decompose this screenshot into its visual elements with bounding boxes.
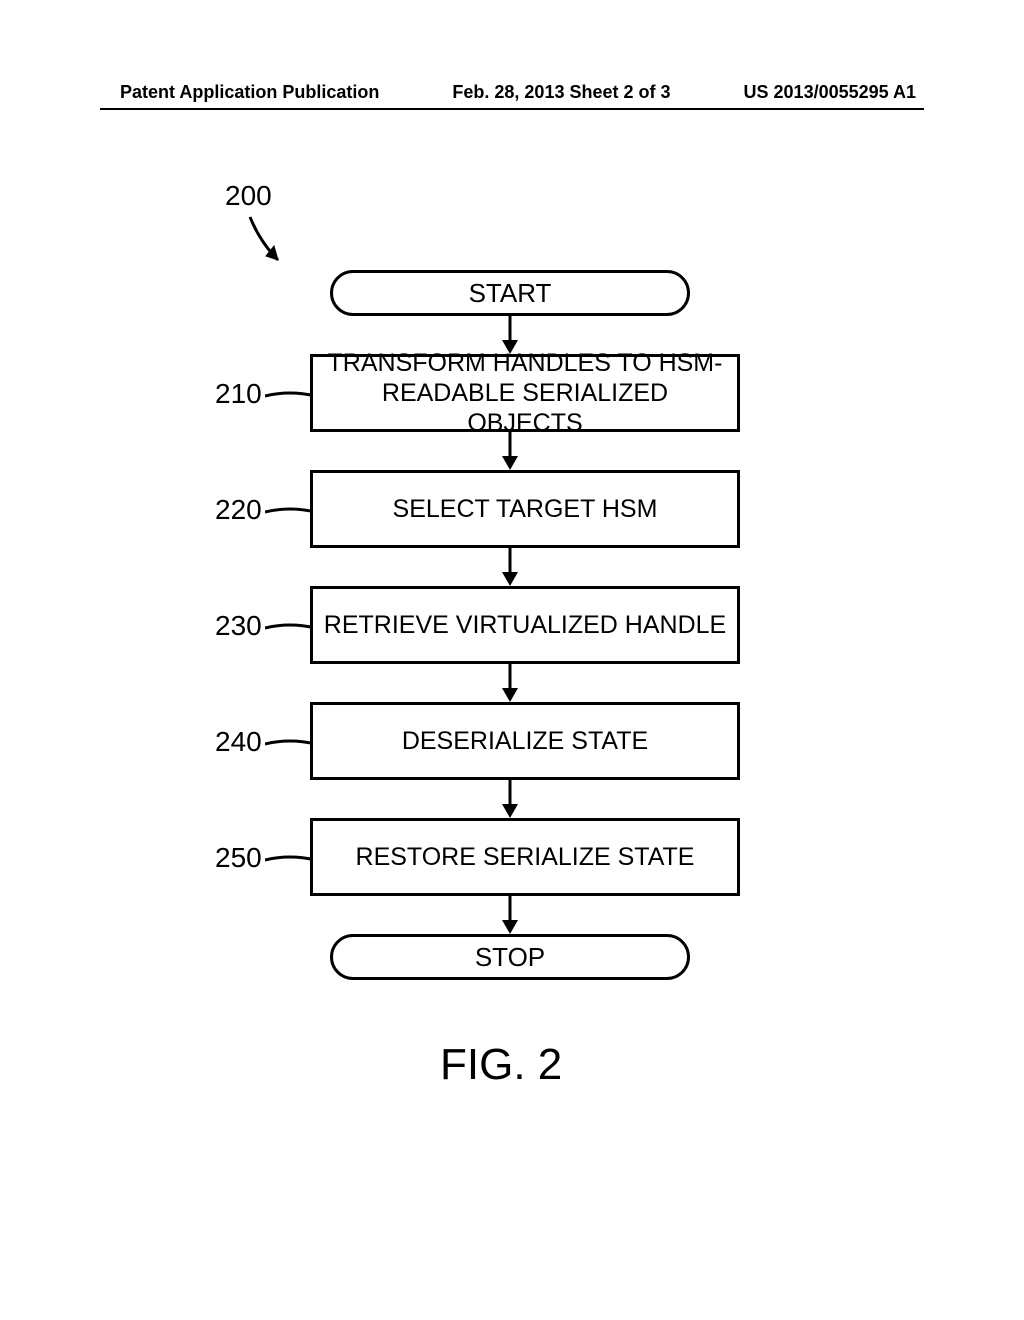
- leader-220: [265, 506, 315, 518]
- ref-230-label: 230: [215, 610, 262, 642]
- stop-label: STOP: [475, 942, 545, 973]
- arrow-230-240: [509, 664, 512, 690]
- start-terminator: START: [330, 270, 690, 316]
- leader-240: [265, 738, 315, 750]
- header-rule: [100, 108, 924, 110]
- ref-250-label: 250: [215, 842, 262, 874]
- stop-terminator: STOP: [330, 934, 690, 980]
- step-240-box: DESERIALIZE STATE: [310, 702, 740, 780]
- arrow-210-220: [509, 432, 512, 458]
- step-230-box: RETRIEVE VIRTUALIZED HANDLE: [310, 586, 740, 664]
- step-220-text: SELECT TARGET HSM: [393, 494, 658, 524]
- ref-240-label: 240: [215, 726, 262, 758]
- arrowhead-210-220: [502, 456, 518, 470]
- step-210-box: TRANSFORM HANDLES TO HSM-READABLE SERIAL…: [310, 354, 740, 432]
- step-230-text: RETRIEVE VIRTUALIZED HANDLE: [324, 610, 726, 640]
- leader-210: [265, 390, 315, 402]
- arrow-start-210: [509, 316, 512, 342]
- ref-200-arrow: [240, 212, 300, 272]
- arrowhead-220-230: [502, 572, 518, 586]
- step-220-box: SELECT TARGET HSM: [310, 470, 740, 548]
- start-label: START: [469, 278, 552, 309]
- header-right: US 2013/0055295 A1: [744, 82, 916, 103]
- arrow-220-230: [509, 548, 512, 574]
- ref-220-label: 220: [215, 494, 262, 526]
- leader-230: [265, 622, 315, 634]
- step-250-text: RESTORE SERIALIZE STATE: [356, 842, 695, 872]
- arrow-250-stop: [509, 896, 512, 922]
- header-left: Patent Application Publication: [120, 82, 379, 103]
- leader-250: [265, 854, 315, 866]
- arrowhead-240-250: [502, 804, 518, 818]
- step-240-text: DESERIALIZE STATE: [402, 726, 648, 756]
- step-250-box: RESTORE SERIALIZE STATE: [310, 818, 740, 896]
- header-center: Feb. 28, 2013 Sheet 2 of 3: [452, 82, 670, 103]
- patent-header: Patent Application Publication Feb. 28, …: [0, 82, 1024, 103]
- step-210-text: TRANSFORM HANDLES TO HSM-READABLE SERIAL…: [321, 348, 729, 438]
- ref-200-label: 200: [225, 180, 272, 212]
- arrowhead-230-240: [502, 688, 518, 702]
- arrow-240-250: [509, 780, 512, 806]
- arrowhead-250-stop: [502, 920, 518, 934]
- figure-caption: FIG. 2: [440, 1040, 562, 1090]
- ref-210-label: 210: [215, 378, 262, 410]
